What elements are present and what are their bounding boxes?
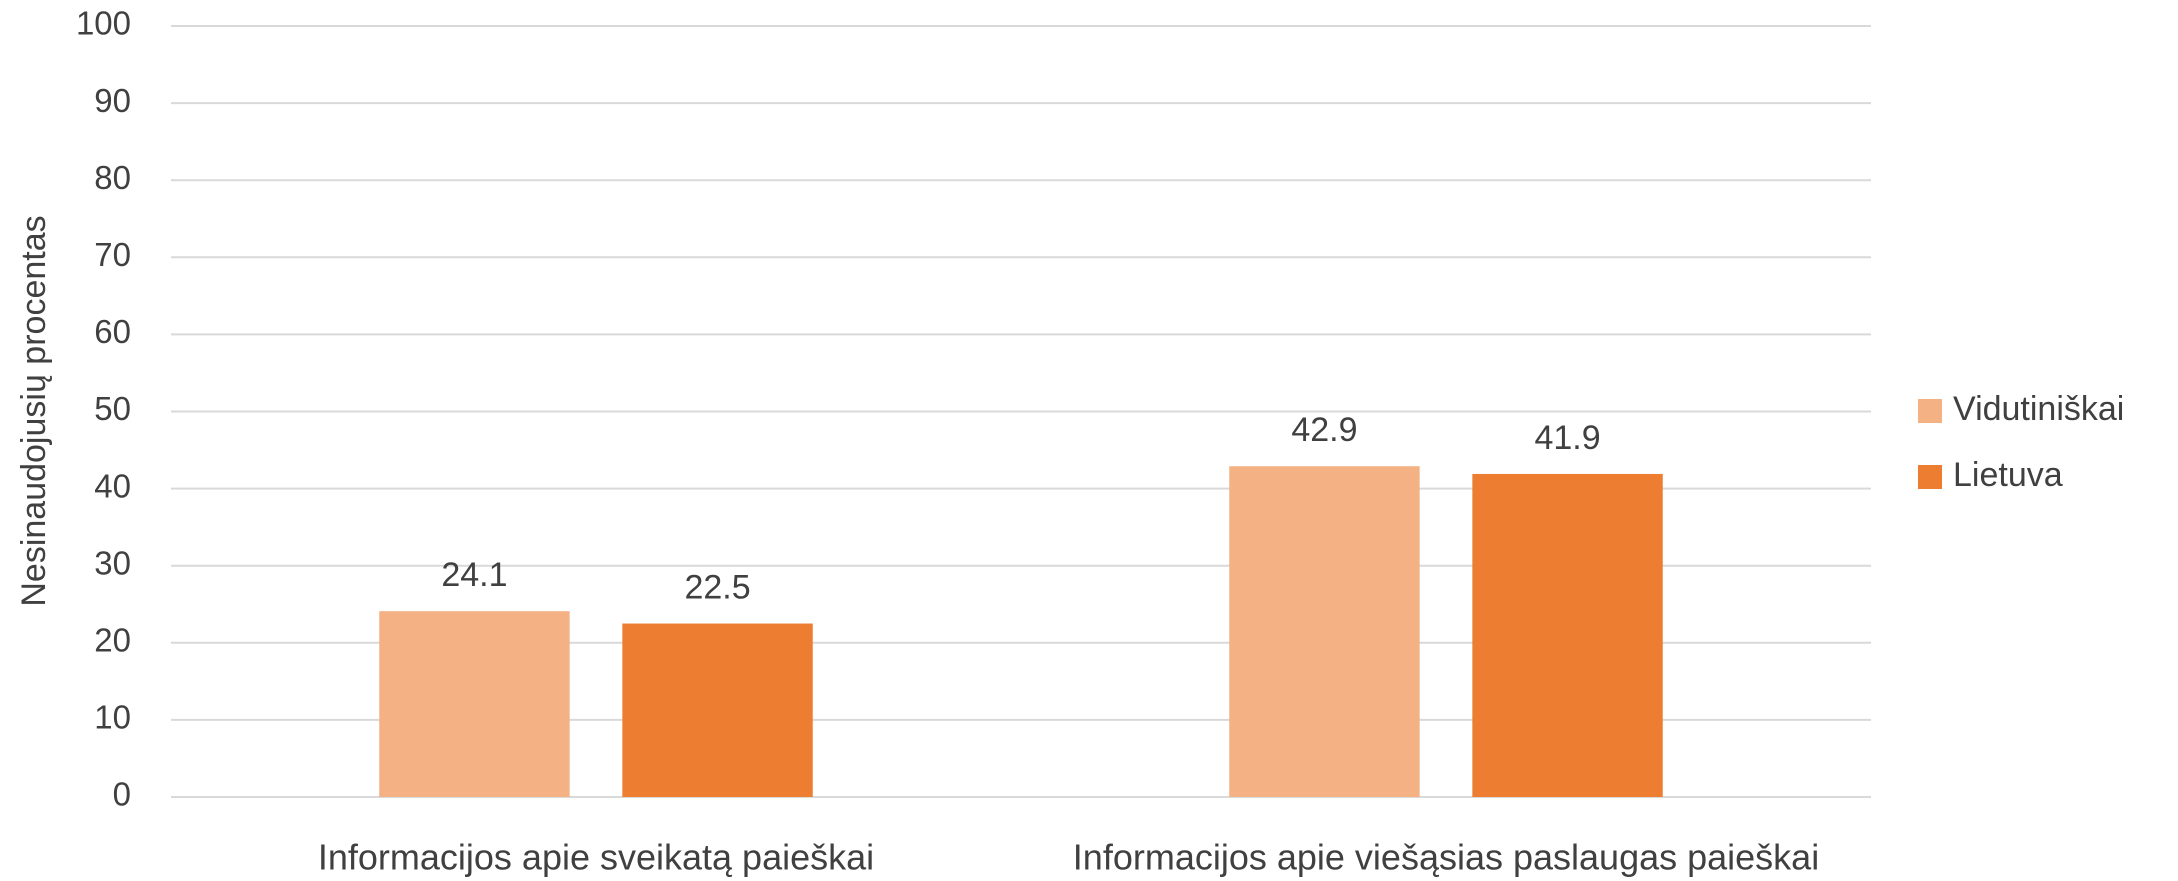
legend-label: Vidutiniškai [1953,390,2124,428]
y-tick-label: 60 [94,313,131,350]
data-label: 24.1 [441,556,507,594]
y-axis-label: Nesinaudojusių procentas [15,215,53,606]
y-tick-label: 10 [94,699,131,736]
y-tick-label: 90 [94,82,131,119]
bar [1472,473,1663,797]
bar [1229,466,1420,797]
y-tick-label: 40 [94,467,131,504]
legend-swatch [1918,399,1942,423]
legend-swatch [1918,465,1942,489]
y-tick-label: 50 [94,390,131,427]
x-tick-label: Informacijos apie sveikatą paieškai [318,837,874,878]
data-label: 41.9 [1534,419,1600,457]
y-tick-label: 20 [94,622,131,659]
y-tick-label: 0 [113,776,131,813]
data-label: 42.9 [1291,411,1357,449]
data-label: 22.5 [684,569,750,607]
bar [379,611,570,797]
y-tick-label: 30 [94,544,131,581]
legend-label: Lietuva [1953,456,2063,494]
bar [622,623,813,797]
y-tick-label: 80 [94,159,131,196]
y-tick-label: 100 [76,5,131,42]
y-tick-label: 70 [94,236,131,273]
x-tick-label: Informacijos apie viešąsias paslaugas pa… [1073,837,1819,878]
